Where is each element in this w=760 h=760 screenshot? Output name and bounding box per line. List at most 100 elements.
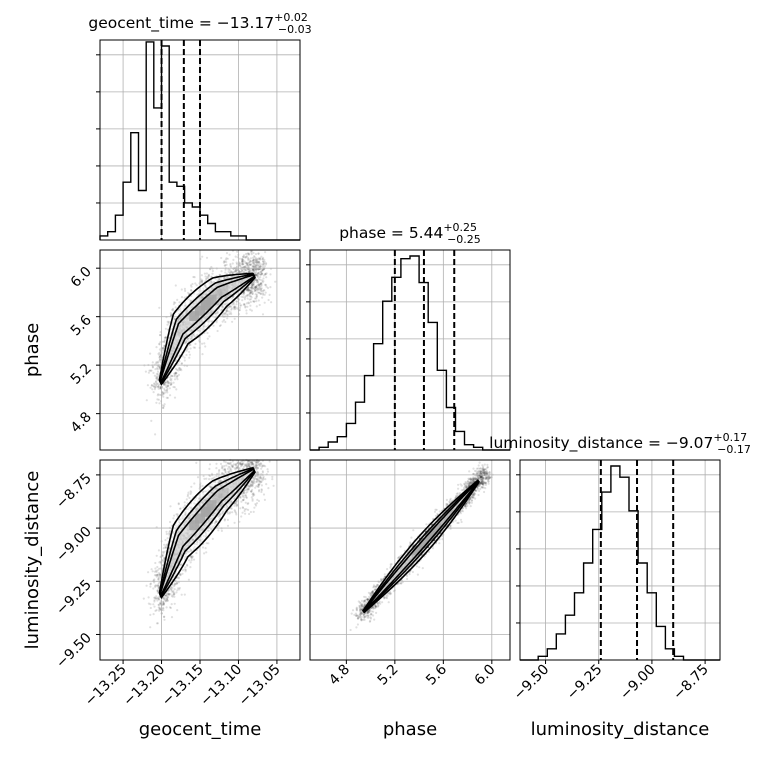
scatter-point — [225, 260, 228, 264]
scatter-point — [193, 327, 196, 330]
scatter-point — [230, 307, 233, 310]
scatter-point — [212, 324, 215, 327]
scatter-point — [246, 268, 249, 271]
scatter-point — [222, 276, 225, 279]
scatter-point — [233, 305, 237, 309]
scatter-point — [257, 263, 260, 267]
scatter-point — [221, 288, 224, 291]
scatter-point — [222, 291, 225, 294]
scatter-point — [185, 353, 188, 357]
scatter-point — [256, 274, 259, 277]
scatter-point — [259, 257, 262, 260]
scatter-point — [177, 369, 180, 372]
scatter-point — [218, 294, 221, 297]
scatter-point — [176, 609, 179, 612]
scatter-point — [149, 603, 152, 606]
scatter-point — [235, 466, 238, 469]
scatter-point — [254, 260, 257, 263]
scatter-point — [208, 313, 211, 316]
scatter-point — [248, 271, 251, 274]
scatter-point — [178, 327, 181, 330]
scatter-point — [166, 386, 169, 389]
scatter-point — [247, 289, 250, 292]
scatter-point — [186, 493, 190, 496]
scatter-point — [173, 588, 176, 591]
scatter-point — [256, 260, 259, 263]
scatter-point — [252, 284, 255, 287]
scatter-point — [209, 290, 212, 293]
scatter-point — [254, 290, 257, 293]
scatter-point — [168, 387, 171, 390]
scatter-point — [154, 380, 158, 383]
scatter-point — [251, 285, 254, 288]
scatter-point — [248, 295, 251, 298]
scatter-point — [190, 289, 193, 292]
scatter-point — [259, 273, 262, 276]
scatter-point — [203, 342, 206, 345]
scatter-point — [234, 269, 237, 272]
scatter-point — [224, 312, 227, 315]
scatter-point — [151, 366, 154, 369]
scatter-point — [186, 564, 189, 567]
scatter-point — [206, 337, 209, 340]
scatter-point — [233, 509, 236, 512]
scatter-point — [253, 300, 256, 303]
scatter-point — [248, 293, 251, 296]
scatter-point — [182, 323, 185, 326]
scatter-point — [246, 294, 249, 297]
scatter-point — [162, 347, 165, 350]
scatter-point — [220, 299, 223, 302]
scatter-point — [235, 268, 238, 272]
scatter-point — [161, 554, 164, 557]
scatter-point — [204, 275, 207, 278]
scatter-point — [259, 265, 262, 269]
scatter-point — [166, 379, 169, 382]
scatter-point — [247, 502, 250, 505]
scatter-point — [194, 326, 197, 329]
scatter-point — [259, 273, 262, 276]
scatter-point — [238, 309, 241, 312]
scatter-point — [162, 600, 165, 603]
scatter-point — [246, 288, 249, 292]
scatter-point — [159, 355, 162, 359]
scatter-point — [158, 357, 162, 361]
scatter-point — [152, 603, 155, 606]
scatter-point — [193, 276, 196, 279]
scatter-point — [262, 262, 265, 265]
scatter-point — [250, 286, 253, 289]
scatter-point — [258, 285, 261, 288]
scatter-point — [257, 283, 260, 286]
scatter-point — [223, 264, 226, 267]
scatter-point — [179, 310, 182, 313]
scatter-point — [175, 371, 178, 374]
scatter-point — [268, 293, 271, 296]
scatter-point — [262, 478, 265, 481]
scatter-point — [174, 371, 177, 374]
scatter-point — [175, 388, 178, 391]
scatter-point — [242, 258, 245, 261]
scatter-point — [256, 274, 259, 277]
scatter-point — [256, 471, 259, 474]
scatter-point — [167, 384, 170, 387]
scatter-point — [250, 463, 253, 467]
scatter-point — [176, 589, 179, 592]
scatter-point — [155, 569, 158, 572]
scatter-point — [192, 333, 195, 336]
scatter-point — [256, 286, 259, 290]
scatter-point — [236, 284, 239, 287]
scatter-point — [250, 263, 253, 266]
scatter-point — [249, 286, 252, 289]
scatter-point — [230, 270, 233, 273]
scatter-point — [208, 463, 212, 466]
scatter-point — [157, 387, 160, 390]
scatter-point — [149, 585, 152, 588]
scatter-point — [229, 311, 232, 314]
scatter-point — [260, 284, 263, 287]
scatter-point — [201, 255, 204, 258]
scatter-point — [223, 277, 226, 280]
scatter-point — [155, 376, 158, 379]
scatter-point — [147, 571, 150, 574]
scatter-point — [229, 263, 232, 266]
scatter-point — [232, 305, 235, 308]
scatter-point — [207, 542, 210, 545]
